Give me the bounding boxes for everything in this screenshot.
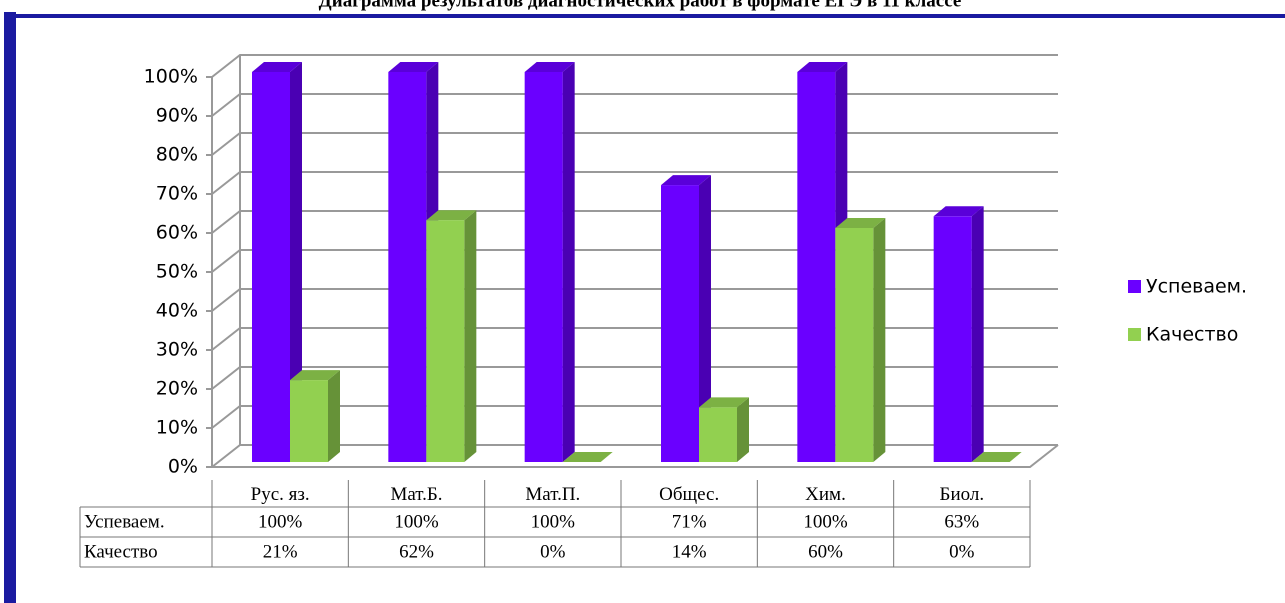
y-tick-label: 0% bbox=[168, 456, 198, 478]
x-tick-label: Биол. bbox=[940, 484, 985, 505]
bar-side bbox=[971, 206, 984, 462]
legend-swatch bbox=[1128, 280, 1141, 293]
table-row-header: Успеваем. bbox=[84, 511, 165, 532]
bar-top bbox=[835, 218, 886, 228]
bar bbox=[661, 175, 711, 462]
bar-side bbox=[328, 370, 340, 462]
y-tick-label: 20% bbox=[156, 378, 198, 400]
bar-top bbox=[933, 206, 984, 217]
table-cell: 100% bbox=[803, 511, 848, 532]
table-cell: 62% bbox=[399, 541, 434, 562]
y-tick-label: 10% bbox=[156, 417, 198, 439]
legend-label: Качество bbox=[1146, 324, 1238, 346]
bar-side bbox=[873, 218, 886, 462]
bar-top bbox=[524, 62, 575, 72]
bar-top bbox=[661, 175, 711, 186]
table-cell: 0% bbox=[540, 541, 566, 562]
bar-side bbox=[464, 210, 477, 462]
bar-top bbox=[699, 397, 749, 408]
bar bbox=[388, 62, 439, 462]
y-tick-label: 70% bbox=[156, 183, 198, 205]
grid-line bbox=[211, 171, 1058, 195]
frame-left bbox=[4, 12, 16, 603]
bar-side bbox=[562, 62, 575, 462]
bar-front bbox=[290, 380, 328, 462]
grid-line bbox=[211, 93, 1058, 117]
y-tick-label: 80% bbox=[156, 144, 198, 166]
bar-front bbox=[388, 72, 427, 462]
grid-line bbox=[211, 327, 1058, 351]
bar-top bbox=[797, 62, 848, 72]
bar-side bbox=[699, 175, 711, 462]
bar bbox=[524, 62, 575, 462]
grid-line bbox=[211, 54, 1058, 78]
x-tick-label: Общес. bbox=[659, 484, 719, 505]
bar-top bbox=[971, 452, 1022, 462]
bar bbox=[933, 206, 984, 462]
bar-top bbox=[426, 210, 477, 221]
y-tick-label: 90% bbox=[156, 105, 198, 127]
bar-top bbox=[290, 370, 340, 381]
x-tick-label: Рус. яз. bbox=[251, 484, 310, 505]
bar-front bbox=[426, 220, 465, 462]
bar-front bbox=[524, 72, 563, 462]
grid-line bbox=[211, 288, 1058, 312]
grid-line bbox=[211, 405, 1058, 429]
table-cell: 100% bbox=[258, 511, 303, 532]
table-cell: 100% bbox=[531, 511, 576, 532]
table-cell: 21% bbox=[263, 541, 298, 562]
bar-front bbox=[699, 407, 737, 462]
grid-line bbox=[211, 249, 1058, 273]
legend-label: Успеваем. bbox=[1146, 276, 1247, 298]
bar-front bbox=[797, 72, 836, 462]
table-cell: 71% bbox=[672, 511, 707, 532]
bar-side bbox=[290, 62, 302, 462]
bar bbox=[426, 210, 477, 462]
bar bbox=[797, 62, 848, 462]
y-tick-label: 60% bbox=[156, 222, 198, 244]
bar-front bbox=[835, 228, 874, 462]
legend-swatch bbox=[1128, 328, 1141, 341]
bar-front bbox=[661, 185, 699, 462]
floor-edge bbox=[212, 444, 1059, 468]
bar bbox=[699, 397, 749, 462]
chart-title: Диаграмма результатов диагностических ра… bbox=[319, 0, 962, 11]
bar-top bbox=[388, 62, 439, 72]
grid-line bbox=[211, 132, 1058, 156]
bar bbox=[835, 218, 886, 462]
table-cell: 100% bbox=[394, 511, 439, 532]
y-tick-label: 50% bbox=[156, 261, 198, 283]
table-row-header: Качество bbox=[84, 541, 158, 562]
bar-top bbox=[562, 452, 613, 462]
x-tick-label: Мат.П. bbox=[525, 484, 580, 505]
grid-line bbox=[211, 444, 1058, 468]
bar-front bbox=[252, 72, 290, 462]
bar bbox=[971, 452, 1022, 462]
grid-line bbox=[211, 366, 1058, 390]
grid-line bbox=[211, 210, 1058, 234]
table-cell: 63% bbox=[944, 511, 979, 532]
table-cell: 14% bbox=[672, 541, 707, 562]
y-tick-label: 100% bbox=[144, 66, 198, 88]
bar-side bbox=[737, 397, 749, 462]
x-tick-label: Хим. bbox=[805, 484, 846, 505]
table-cell: 0% bbox=[949, 541, 975, 562]
y-tick-label: 30% bbox=[156, 339, 198, 361]
table-cell: 60% bbox=[808, 541, 843, 562]
frame-top bbox=[4, 14, 1285, 18]
bar bbox=[252, 62, 302, 462]
x-tick-label: Мат.Б. bbox=[390, 484, 442, 505]
bar bbox=[562, 452, 613, 462]
bar-top bbox=[252, 62, 302, 72]
bar bbox=[290, 370, 340, 462]
bar-front bbox=[933, 216, 972, 462]
y-tick-label: 40% bbox=[156, 300, 198, 322]
